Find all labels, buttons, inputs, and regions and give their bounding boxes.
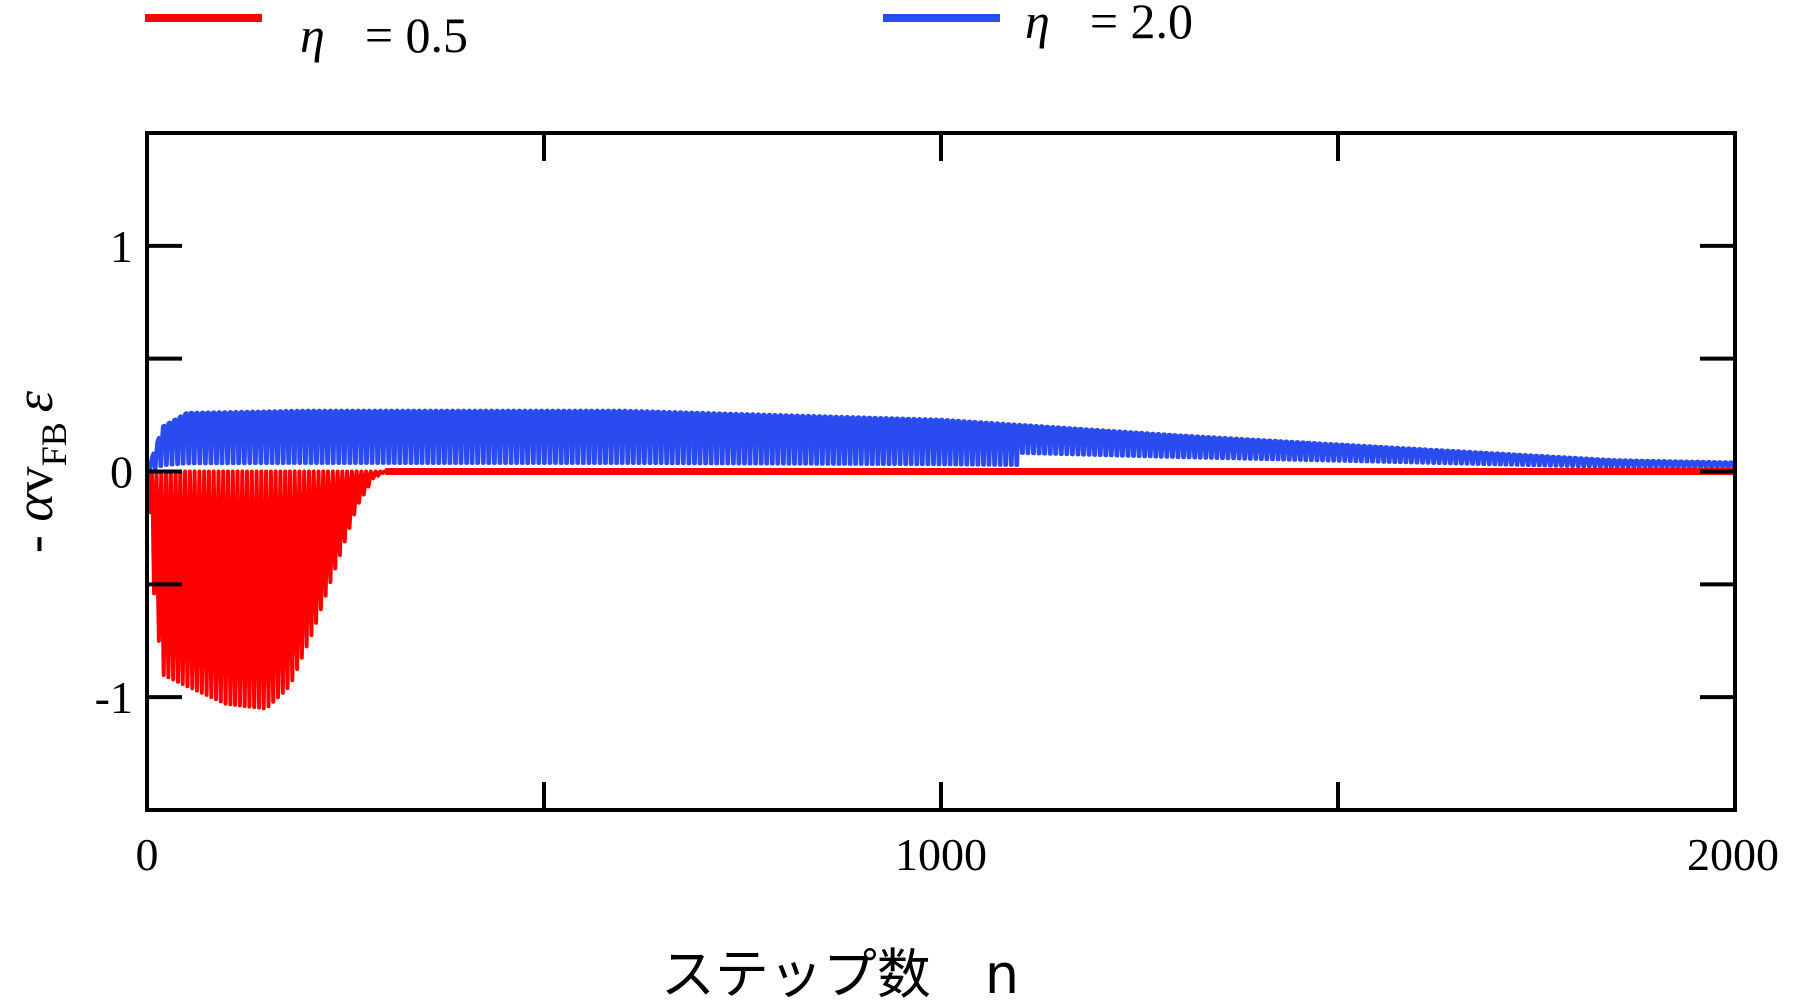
y-tick-label: 1	[110, 221, 133, 272]
y-axis-title-v: v	[4, 466, 64, 493]
x-tick-label: 1000	[895, 829, 987, 880]
y-axis-title: - αvFB ε	[4, 390, 74, 553]
series-line-eta-0-5	[145, 469, 1737, 711]
x-axis-title: ステップ数 n	[661, 943, 1019, 1000]
y-tick-label: -1	[95, 672, 133, 723]
series-layer	[145, 408, 1737, 711]
series-line-eta-2-0	[145, 408, 1737, 473]
y-tick-label: 0	[110, 447, 133, 498]
legend-label-eta-0-5: η = 0.5	[300, 7, 468, 63]
x-tick-label: 0	[136, 829, 159, 880]
legend-symbol-eta-2-0: η	[1025, 0, 1050, 49]
x-tick-label: 2000	[1687, 829, 1779, 880]
y-axis-title-epsilon: ε	[4, 390, 64, 412]
legend-value-eta-2-0: = 2.0	[1090, 0, 1193, 49]
tick-label-layer: 0 1000 2000 -1 0 1	[95, 221, 1779, 880]
y-axis-title-prefix: -	[4, 522, 64, 553]
legend: η = 0.5 η = 2.0	[145, 0, 1193, 63]
y-axis-title-sub: FB	[34, 422, 74, 466]
y-axis-title-alpha: α	[4, 492, 64, 522]
legend-symbol-eta-0-5: η	[300, 7, 325, 63]
legend-value-eta-0-5: = 0.5	[365, 7, 468, 63]
legend-label-eta-2-0: η = 2.0	[1025, 0, 1193, 49]
tick-layer	[145, 131, 1737, 812]
